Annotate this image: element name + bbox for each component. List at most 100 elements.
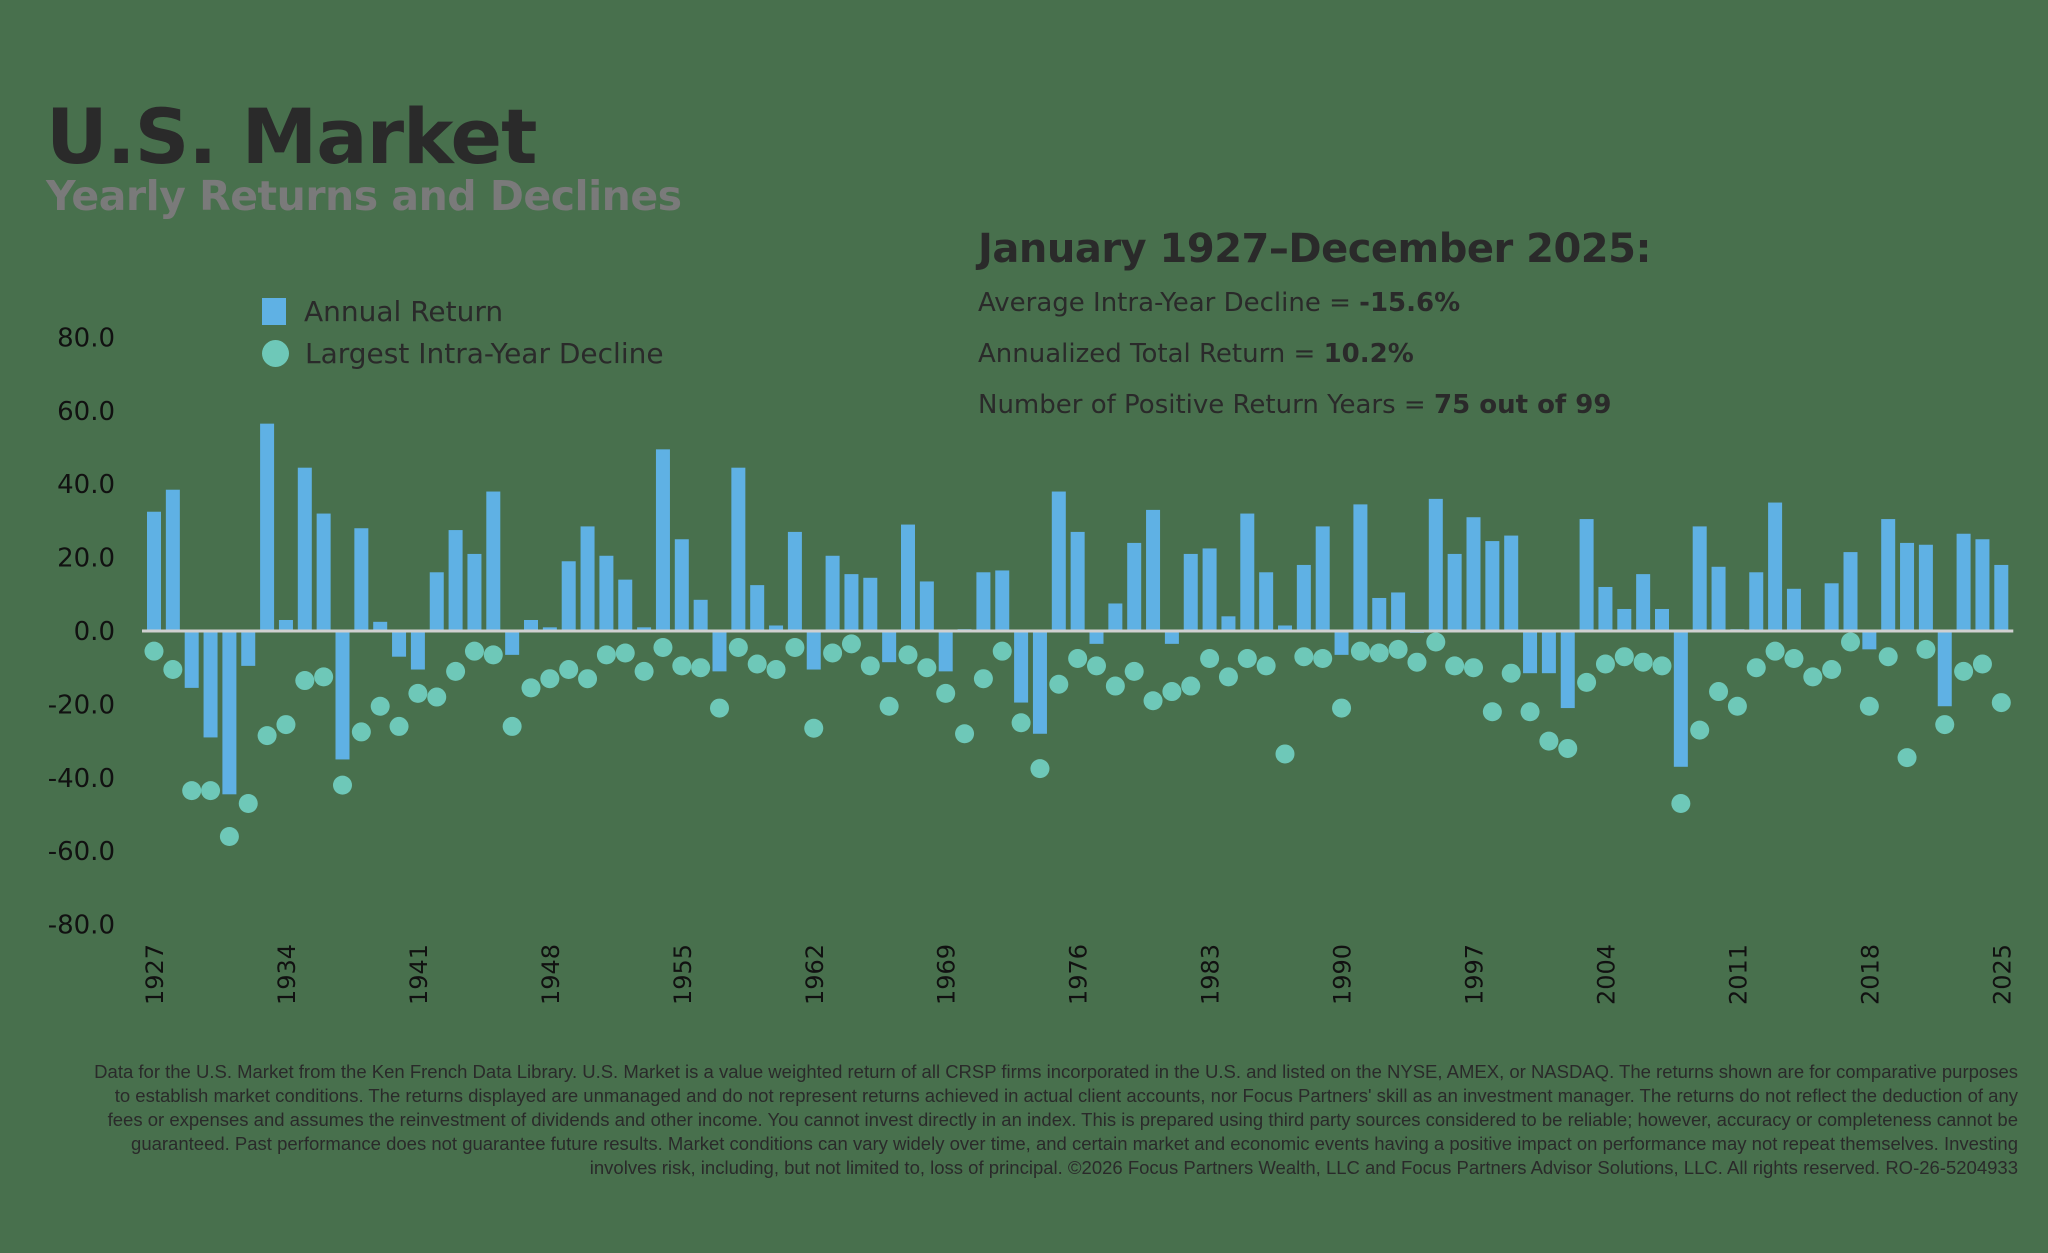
return-bar: [1937, 631, 1952, 707]
return-bar: [901, 524, 915, 631]
return-bar: [486, 491, 501, 631]
return-bar: [1164, 631, 1179, 644]
decline-dot: [860, 656, 880, 676]
decline-dot: [464, 641, 484, 661]
return-bar: [1278, 625, 1292, 631]
return-bar: [1786, 588, 1801, 631]
decline-dot: [596, 645, 616, 665]
decline-dot: [1539, 731, 1559, 751]
decline-dot: [992, 641, 1012, 661]
return-bar: [1579, 519, 1594, 631]
decline-dot: [446, 661, 466, 681]
decline-dot: [1218, 667, 1238, 687]
return-bar: [1673, 631, 1688, 767]
decline-dot: [1087, 656, 1106, 676]
return-bar: [1523, 631, 1538, 674]
return-bar: [1146, 509, 1161, 631]
chart-subtitle: Yearly Returns and Declines: [46, 172, 682, 220]
return-bar: [1315, 526, 1330, 631]
return-bar: [467, 553, 482, 631]
decline-dot: [1935, 715, 1955, 735]
return-bar: [410, 631, 425, 670]
x-tick-label: 1941: [405, 944, 433, 1005]
decline-dot: [1237, 649, 1257, 669]
return-bar: [1466, 517, 1481, 631]
decline-dot: [766, 660, 786, 680]
return-bar: [750, 585, 765, 631]
return-bar: [222, 631, 237, 795]
decline-dot: [1275, 744, 1295, 764]
decline-dot: [1143, 691, 1163, 711]
x-tick-label: 1990: [1329, 944, 1357, 1005]
x-tick-label: 2004: [1592, 944, 1620, 1005]
decline-dot: [219, 827, 239, 847]
return-bar: [938, 631, 953, 672]
decline-dot: [936, 683, 956, 703]
return-bar: [561, 561, 576, 631]
decline-dot: [1727, 696, 1747, 716]
return-bar: [1617, 608, 1632, 631]
decline-dot: [540, 669, 560, 689]
return-bar: [1843, 552, 1858, 631]
decline-dot: [1577, 672, 1597, 692]
x-tick-label: 1927: [141, 944, 169, 1005]
decline-dot: [276, 715, 296, 735]
decline-dot: [1859, 696, 1879, 716]
x-axis: 1927 1934 1941 1948 1955 1962 1969 1976 1983 1990…: [141, 944, 2016, 1005]
return-bar: [863, 577, 878, 631]
decline-dot: [1426, 632, 1446, 652]
return-bar: [1051, 491, 1066, 631]
decline-dot: [1558, 738, 1578, 758]
return-bar: [505, 631, 520, 655]
y-tick-label: 0.0: [74, 617, 115, 647]
return-bar: [1900, 542, 1915, 631]
return-bar: [995, 570, 1010, 631]
decline-dot: [502, 716, 522, 736]
stat-positive-years: Number of Positive Return Years = 75 out…: [978, 390, 1612, 420]
return-bar: [1334, 631, 1349, 655]
x-tick-label: 1962: [801, 944, 829, 1005]
decline-dot: [1030, 759, 1050, 779]
decline-dot: [370, 696, 390, 716]
decline-dot: [804, 718, 824, 738]
return-bar: [731, 467, 746, 631]
return-bar: [1296, 564, 1311, 631]
bar-swatch-icon: [262, 297, 286, 325]
decline-dot: [1294, 647, 1314, 667]
return-bar: [1975, 539, 1990, 631]
decline-dot: [1784, 649, 1804, 669]
decline-dot: [691, 658, 711, 678]
decline-dot: [1709, 682, 1729, 702]
y-tick-label: -20.0: [48, 690, 115, 720]
return-bar: [1918, 544, 1933, 631]
return-bar: [1655, 608, 1669, 631]
x-tick-label: 1948: [537, 944, 565, 1005]
return-bar: [1259, 572, 1274, 631]
return-bar: [1541, 631, 1556, 674]
return-bar: [1183, 553, 1198, 631]
decline-dot: [201, 781, 221, 801]
decline-dot: [559, 660, 579, 680]
decline-dot: [1652, 656, 1672, 676]
x-tick-label: 1934: [273, 944, 301, 1005]
decline-dot: [1633, 652, 1653, 672]
return-bar: [1636, 574, 1651, 631]
decline-dot: [1011, 713, 1031, 733]
x-tick-label: 2018: [1856, 944, 1884, 1005]
decline-dot: [521, 678, 541, 698]
decline-dot: [1445, 656, 1465, 676]
return-bar: [1749, 572, 1764, 631]
x-tick-label: 1955: [669, 944, 697, 1005]
decline-dot: [1822, 660, 1842, 680]
y-tick-label: 60.0: [57, 397, 115, 427]
return-bar: [1070, 531, 1085, 631]
decline-dot: [1520, 702, 1540, 722]
decline-dot: [1916, 639, 1936, 659]
decline-dot: [841, 634, 861, 654]
return-bar: [278, 619, 293, 631]
decline-dot: [314, 667, 334, 687]
return-bar: [655, 449, 670, 631]
decline-dot: [1256, 656, 1276, 676]
return-bar: [1862, 631, 1877, 650]
decline-dot: [1765, 641, 1785, 661]
